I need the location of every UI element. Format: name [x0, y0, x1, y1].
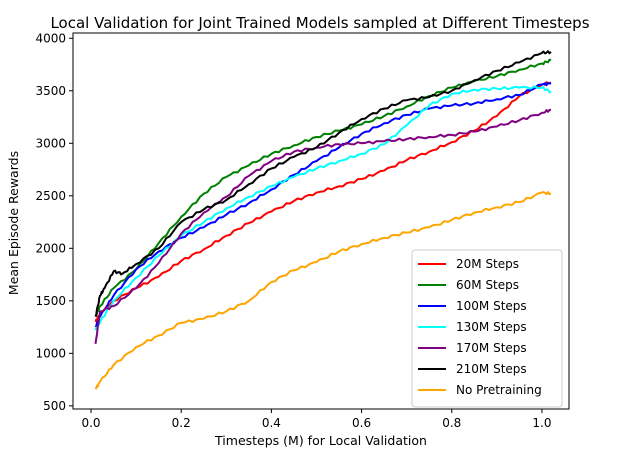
x-tick-label: 0.0 — [81, 416, 100, 430]
legend-label: 170M Steps — [456, 341, 527, 355]
x-tick-label: 0.6 — [352, 416, 371, 430]
y-tick-label: 2500 — [35, 189, 66, 203]
y-tick-label: 4000 — [35, 31, 66, 45]
y-tick-label: 1000 — [35, 346, 66, 360]
legend-label: 60M Steps — [456, 278, 519, 292]
x-tick-label: 0.4 — [262, 416, 281, 430]
x-tick-label: 0.8 — [442, 416, 461, 430]
legend-label: 20M Steps — [456, 257, 519, 271]
y-axis-title: Mean Episode Rewards — [6, 151, 21, 295]
x-tick-label: 1.0 — [532, 416, 551, 430]
series-line-210m-steps — [94, 50, 552, 317]
legend-label: 100M Steps — [456, 299, 527, 313]
plot-frame — [72, 32, 570, 410]
y-tick-label: 500 — [43, 399, 66, 413]
legend-label: 130M Steps — [456, 320, 527, 334]
plot-area — [72, 32, 570, 410]
x-axis: 0.0 0.2 0.4 0.6 0.8 1.0 — [81, 409, 551, 430]
legend-label: 210M Steps — [456, 362, 527, 376]
legend-box — [411, 249, 563, 408]
y-tick-label: 3000 — [35, 136, 66, 150]
y-tick-label: 2000 — [35, 241, 66, 255]
y-tick-label: 1500 — [35, 294, 66, 308]
legend-label: No Pretraining — [456, 383, 542, 397]
legend: 20M Steps 60M Steps 100M Steps 130M Steps 17… — [411, 249, 563, 408]
series-line-no-pretraining — [94, 191, 552, 390]
chart-title: Local Validation for Joint Trained Model… — [50, 14, 589, 32]
series-line-60m-steps — [94, 58, 552, 318]
y-axis: 500 1000 1500 2000 2500 3000 3500 4000 — [35, 31, 73, 413]
series-line-130m-steps — [94, 85, 552, 331]
y-tick-label: 3500 — [35, 84, 66, 98]
series-line-100m-steps — [94, 81, 552, 328]
series-line-20m-steps — [94, 81, 552, 323]
x-tick-label: 0.2 — [172, 416, 191, 430]
x-axis-title: Timesteps (M) for Local Validation — [214, 433, 427, 448]
